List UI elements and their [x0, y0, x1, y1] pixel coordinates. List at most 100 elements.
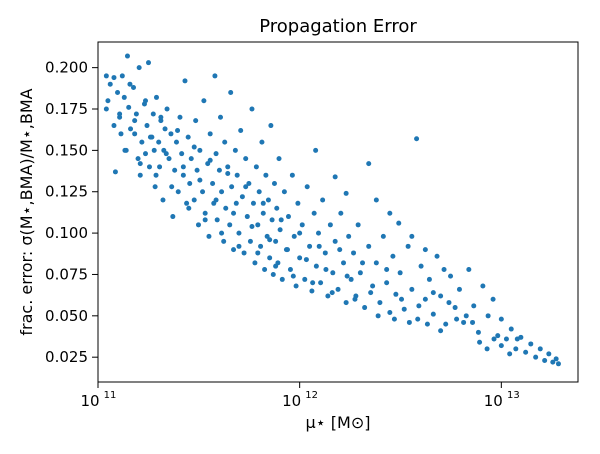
data-point — [219, 230, 225, 236]
data-point — [368, 290, 374, 296]
data-point — [477, 339, 483, 345]
data-point — [293, 283, 299, 289]
data-point — [443, 321, 449, 327]
data-point — [197, 177, 203, 183]
data-point — [169, 184, 175, 190]
data-point — [330, 270, 336, 276]
data-point — [273, 238, 279, 244]
data-point — [158, 114, 164, 120]
data-point — [322, 250, 328, 256]
data-point — [157, 164, 163, 170]
data-point — [191, 144, 197, 150]
data-point — [484, 346, 490, 352]
data-point — [177, 114, 183, 120]
data-point — [184, 200, 190, 206]
data-point — [128, 126, 134, 132]
x-axis-label: μ⋆ [M⊙] — [306, 413, 371, 432]
y-tick-label: 0.050 — [45, 307, 88, 325]
data-point — [115, 89, 121, 95]
data-point — [396, 220, 402, 226]
data-point — [225, 164, 231, 170]
data-point — [147, 134, 153, 140]
data-point — [303, 257, 309, 263]
data-point — [278, 217, 284, 223]
data-point — [122, 147, 128, 153]
data-point — [542, 357, 548, 363]
data-point — [232, 147, 238, 153]
data-point — [269, 217, 275, 223]
data-point — [475, 329, 481, 335]
x-tick-exponent: 13 — [507, 390, 520, 401]
data-point — [366, 243, 372, 249]
data-point — [207, 131, 213, 137]
data-point — [461, 319, 467, 325]
data-point — [302, 276, 308, 282]
data-point — [268, 123, 274, 129]
y-tick-label: 0.025 — [45, 348, 88, 366]
data-point — [430, 290, 436, 296]
data-point — [243, 156, 249, 162]
data-point — [256, 189, 262, 195]
data-point — [316, 243, 322, 249]
data-point — [221, 238, 227, 244]
data-point — [555, 361, 561, 367]
data-point — [323, 266, 329, 272]
data-point — [249, 223, 255, 229]
data-point — [289, 172, 295, 178]
data-point — [430, 311, 436, 317]
data-point — [137, 172, 143, 178]
data-point — [139, 139, 145, 145]
data-point — [201, 98, 207, 104]
data-point — [405, 243, 411, 249]
data-point — [218, 114, 223, 120]
data-point — [143, 151, 148, 157]
data-point — [127, 81, 133, 87]
data-point — [343, 300, 349, 306]
data-point — [351, 250, 357, 256]
data-point — [416, 303, 422, 309]
data-point — [179, 151, 185, 157]
data-point — [252, 260, 258, 266]
data-point — [415, 316, 421, 322]
data-point — [452, 305, 458, 311]
data-point — [219, 189, 225, 195]
data-point — [233, 200, 239, 206]
data-point — [164, 106, 170, 112]
data-point — [503, 336, 509, 342]
data-point — [241, 250, 247, 256]
data-point — [137, 161, 143, 167]
data-point — [313, 263, 319, 269]
data-point — [325, 293, 331, 299]
data-point — [146, 164, 152, 170]
data-point — [151, 147, 157, 153]
x-tick-label: 10 — [282, 392, 301, 410]
data-point — [523, 349, 529, 355]
data-point — [187, 180, 193, 186]
data-point — [320, 197, 326, 203]
data-point — [377, 300, 383, 306]
data-point — [498, 316, 504, 322]
data-point — [163, 151, 169, 157]
data-point — [360, 260, 366, 266]
data-point — [507, 351, 513, 357]
data-point — [260, 210, 266, 216]
data-point — [514, 336, 520, 342]
data-point — [185, 134, 191, 140]
data-point — [175, 128, 181, 134]
data-point — [454, 316, 460, 322]
data-point — [466, 266, 472, 272]
data-point — [188, 156, 194, 162]
data-point — [446, 300, 452, 306]
data-point — [409, 233, 415, 239]
data-point — [456, 286, 462, 292]
data-point — [390, 253, 396, 259]
data-point — [162, 126, 168, 132]
data-point — [175, 189, 181, 195]
data-point — [537, 346, 543, 352]
data-point — [271, 180, 277, 186]
data-point — [343, 190, 349, 196]
data-point — [414, 136, 420, 142]
data-point — [297, 230, 303, 236]
